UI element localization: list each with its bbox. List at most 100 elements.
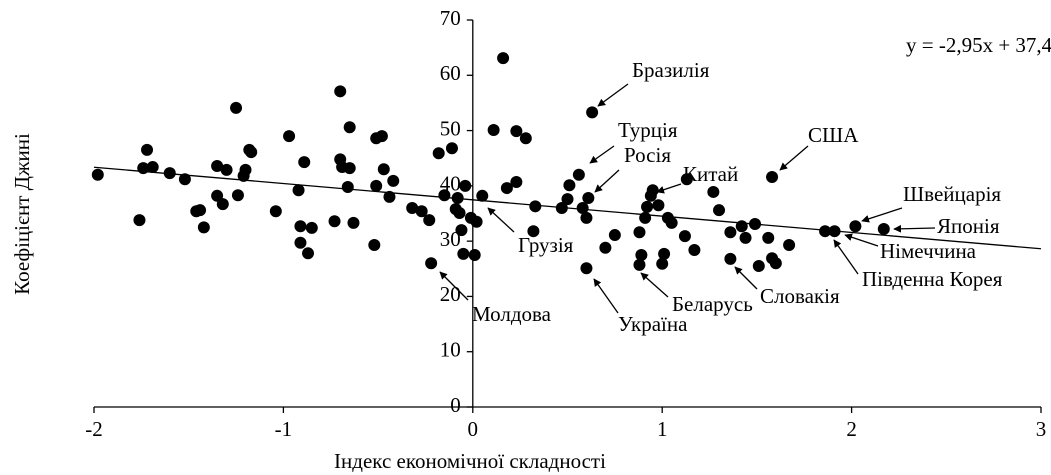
point — [783, 239, 796, 252]
annotation-arrow — [833, 239, 859, 275]
point — [438, 189, 451, 202]
point — [230, 101, 243, 114]
x-axis-label: Індекс економічної складності — [334, 449, 606, 473]
y-tick-label: 10 — [440, 338, 461, 362]
point — [572, 168, 585, 181]
y-tick-label: 50 — [440, 116, 461, 140]
point — [599, 241, 612, 254]
x-tick-label: -2 — [85, 417, 103, 441]
point — [766, 171, 779, 184]
y-tick-label: 0 — [450, 393, 461, 417]
point — [343, 121, 356, 134]
annotation-arrow — [640, 272, 669, 298]
annotation: Китай — [683, 162, 738, 186]
point — [415, 205, 428, 218]
point — [133, 214, 146, 227]
x-tick-label: 3 — [1036, 417, 1047, 441]
point — [383, 190, 396, 203]
annotation-arrow — [656, 183, 682, 194]
point — [231, 189, 244, 202]
y-tick-label: 70 — [440, 6, 461, 30]
point — [678, 230, 691, 243]
point — [500, 182, 513, 195]
point — [328, 215, 341, 228]
point — [302, 247, 315, 260]
annotation-arrow — [589, 145, 615, 164]
trendline — [93, 166, 1042, 250]
point — [194, 204, 207, 217]
point — [455, 224, 468, 237]
point — [347, 216, 360, 229]
point — [576, 201, 589, 214]
annotation-arrow — [779, 145, 809, 171]
point — [239, 163, 252, 176]
annotation-arrow — [597, 83, 629, 107]
annotation-arrow — [861, 207, 903, 223]
point — [510, 125, 523, 138]
y-tick-label: 30 — [440, 227, 461, 251]
point — [724, 226, 737, 239]
point — [220, 163, 233, 176]
point — [146, 161, 159, 174]
y-tick-label: 60 — [440, 61, 461, 85]
point — [527, 225, 540, 238]
annotation: Україна — [618, 312, 688, 336]
annotation: Молдова — [472, 302, 552, 326]
point — [445, 142, 458, 155]
point — [586, 106, 599, 119]
point — [370, 179, 383, 192]
annotation-arrow — [487, 207, 515, 233]
point — [561, 193, 574, 206]
x-tick-label: -1 — [275, 417, 293, 441]
point — [633, 258, 646, 271]
annotation: Німеччина — [880, 239, 977, 263]
point — [141, 143, 154, 156]
point — [269, 205, 282, 218]
annotation: Бразилія — [632, 58, 710, 82]
annotation: США — [808, 123, 859, 147]
point — [197, 221, 210, 234]
annotation: Грузія — [518, 233, 574, 257]
point — [652, 199, 665, 212]
annotation: Турція — [618, 118, 678, 142]
point — [849, 220, 862, 233]
point — [387, 174, 400, 187]
point — [468, 248, 481, 261]
point — [406, 201, 419, 214]
point — [877, 222, 890, 235]
point — [178, 173, 191, 186]
point — [245, 146, 258, 159]
point — [752, 260, 765, 273]
point — [91, 168, 104, 181]
annotation-arrow — [439, 271, 469, 301]
point — [580, 262, 593, 275]
y-tick-label: 20 — [440, 282, 461, 306]
point — [343, 162, 356, 175]
point — [298, 156, 311, 169]
point — [707, 185, 720, 198]
point — [292, 184, 305, 197]
annotation: Південна Корея — [862, 267, 1003, 291]
point — [432, 147, 445, 160]
point — [334, 85, 347, 98]
point — [688, 243, 701, 256]
point — [580, 211, 593, 224]
point — [724, 252, 737, 265]
point — [423, 214, 436, 227]
annotation-arrow — [893, 224, 936, 233]
point — [739, 231, 752, 244]
point — [453, 206, 466, 219]
point — [510, 175, 523, 188]
point — [497, 52, 510, 65]
point — [641, 200, 654, 213]
point — [425, 257, 438, 270]
point — [294, 236, 307, 249]
point — [519, 132, 532, 145]
point — [819, 225, 832, 238]
point — [563, 179, 576, 192]
point — [582, 192, 595, 205]
annotation: Беларусь — [672, 292, 753, 316]
annotation-arrow — [593, 278, 619, 314]
point — [377, 163, 390, 176]
